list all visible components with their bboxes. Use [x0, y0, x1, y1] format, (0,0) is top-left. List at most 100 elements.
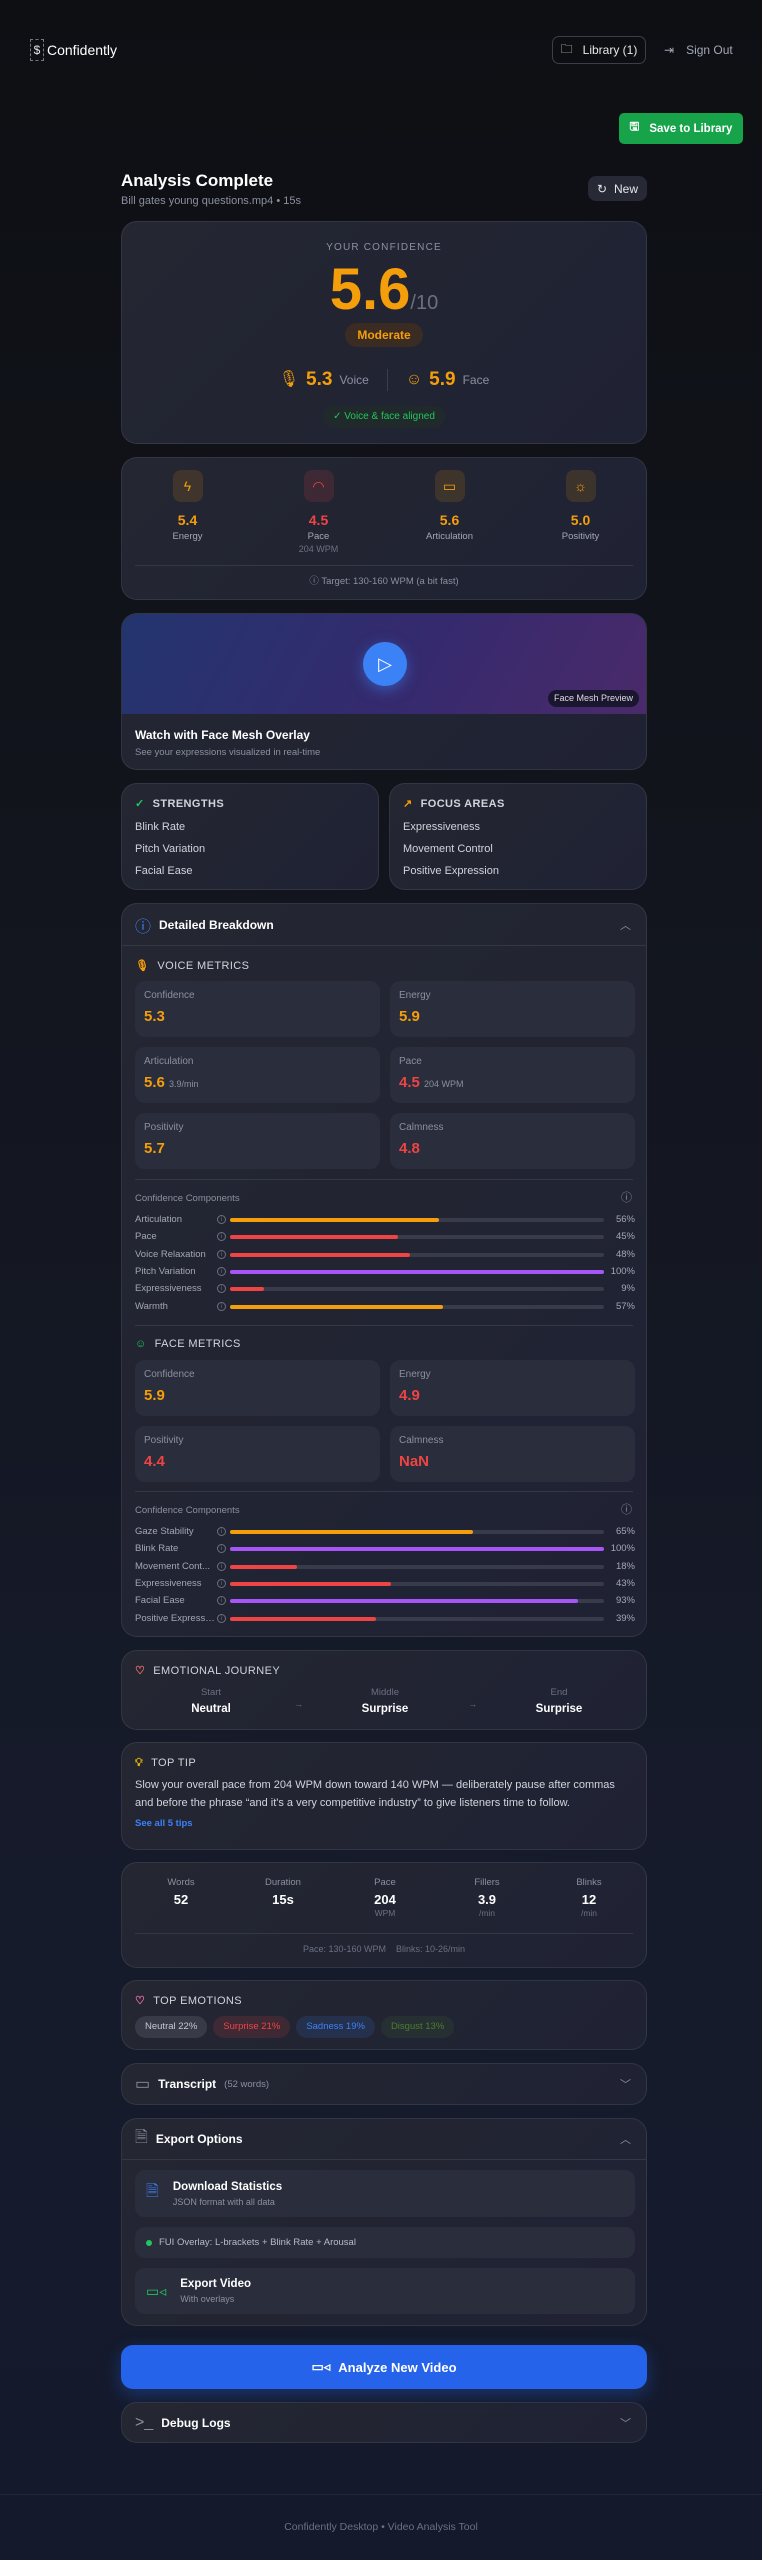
info-icon[interactable]: i — [217, 1561, 226, 1571]
face-metric-tile: Confidence 5.9 — [135, 1360, 380, 1416]
progress-fill — [230, 1616, 376, 1621]
component-bar-row: Gaze Stability i 65% — [135, 1526, 635, 1537]
strengths-card: ✓ STRENGTHS Blink Rate Pitch Variation Faci… — [121, 783, 379, 890]
library-button[interactable]: 🗀 Library (1) — [552, 36, 646, 64]
voice-metric-tile: Energy 5.9 — [390, 981, 635, 1037]
aligned-badge: ✓ Voice & face aligned — [323, 406, 445, 428]
component-bar-row: Expressiveness i 9% — [135, 1283, 635, 1295]
message-icon: ▭ — [135, 2076, 151, 2093]
video-title: Watch with Face Mesh Overlay — [135, 728, 310, 742]
component-bar-row: Articulation i 56% — [135, 1214, 635, 1225]
sun-icon: ☼ — [565, 470, 596, 502]
terminal-icon: >_ — [135, 2413, 154, 2431]
export-toggle[interactable]: 🗎 Export Options ︿ — [122, 2119, 646, 2160]
progress-fill — [230, 1252, 410, 1257]
progress-fill — [230, 1304, 444, 1309]
progress-fill — [230, 1235, 399, 1240]
info-icon[interactable]: i — [217, 1215, 226, 1224]
video-preview[interactable]: ▷ Face Mesh Preview — [122, 614, 646, 714]
component-bar-row: Movement Cont... i 18% — [135, 1560, 635, 1572]
emotion-pill: Surprise 21% — [213, 2016, 291, 2038]
breakdown-toggle[interactable]: ⓘ Detailed Breakdown ︿ — [122, 904, 646, 946]
export-video-button[interactable]: ▭◃ Export Video With overlays — [135, 2268, 635, 2314]
list-item: Positive Expression — [403, 865, 499, 877]
info-icon[interactable]: i — [217, 1232, 226, 1242]
info-icon[interactable]: i — [217, 1613, 226, 1623]
sign-out-button[interactable]: ⇥ Sign Out — [664, 43, 733, 57]
metric-pace: ◠ 4.5 Pace 204 WPM — [253, 470, 384, 555]
chevron-up-icon: ︿ — [620, 2134, 631, 2146]
info-icon[interactable]: i — [217, 1527, 226, 1536]
smile-icon: ☺ — [135, 1338, 147, 1350]
file-json-icon: 🗎 — [146, 2183, 159, 2200]
progress-fill — [230, 1581, 391, 1586]
info-icon[interactable]: i — [217, 1266, 226, 1276]
info-icon[interactable]: i — [217, 1249, 226, 1259]
heart-icon: ♡ — [135, 1665, 146, 1677]
info-icon[interactable]: i — [217, 1301, 226, 1311]
arrow-icon: → — [294, 1699, 303, 1709]
progress-fill — [230, 1564, 298, 1569]
progress-fill — [230, 1547, 604, 1552]
save-icon: 🖫 — [629, 121, 640, 133]
video-subtitle: See your expressions visualized in real-… — [135, 747, 321, 758]
save-to-library-button[interactable]: 🖫 Save to Library — [619, 113, 743, 144]
brand-logo[interactable]: $ Confidently — [30, 39, 117, 61]
download-statistics-button[interactable]: 🗎 Download Statistics JSON format with al… — [135, 2170, 635, 2217]
info-icon[interactable]: i — [217, 1284, 226, 1294]
transcript-toggle[interactable]: ▭ Transcript (52 words) ﹀ — [121, 2063, 647, 2105]
overlay-status: FUI Overlay: L-brackets + Blink Rate + A… — [135, 2227, 635, 2258]
analyze-new-video-button[interactable]: ▭◃ Analyze New Video — [121, 2345, 647, 2389]
list-item: Facial Ease — [135, 865, 193, 877]
debug-logs-toggle[interactable]: >_ Debug Logs ﹀ — [121, 2402, 647, 2443]
detailed-breakdown-card: ⓘ Detailed Breakdown ︿ 🎙 VOICE METRICS Con… — [121, 903, 647, 1637]
journey-step-end: End Surprise — [535, 1687, 583, 1715]
stat-blinks: Blinks 12/min — [576, 1877, 602, 1918]
lightbulb-icon: 💡︎ — [135, 1757, 144, 1769]
progress-track — [230, 1564, 604, 1569]
top-emotions-card: ♡ TOP EMOTIONS Neutral 22% Surprise 21% Sad… — [121, 1980, 647, 2050]
export-options-card: 🗎 Export Options ︿ 🗎 Download Statistics J… — [121, 2118, 647, 2326]
component-bar-row: Positive Expressi... i 39% — [135, 1612, 635, 1624]
logout-icon: ⇥ — [664, 43, 675, 57]
info-icon[interactable]: i — [217, 1544, 226, 1554]
emotion-pill: Sadness 19% — [296, 2016, 375, 2038]
microphone-icon: 🎙 — [135, 960, 150, 972]
info-icon[interactable]: ⓘ — [621, 1192, 632, 1204]
info-icon[interactable]: i — [217, 1578, 226, 1588]
info-icon[interactable]: i — [217, 1596, 226, 1606]
level-badge: Moderate — [345, 323, 423, 347]
see-all-tips-link[interactable]: See all 5 tips — [135, 1818, 193, 1829]
logo-icon: $ — [30, 39, 44, 61]
list-item: Expressiveness — [403, 821, 481, 833]
progress-track — [230, 1218, 604, 1222]
footer-text: Confidently Desktop • Video Analysis Too… — [284, 2521, 478, 2533]
progress-fill — [230, 1287, 264, 1292]
face-mesh-video-card[interactable]: ▷ Face Mesh Preview Watch with Face Mesh… — [121, 613, 647, 770]
emotional-journey-card: ♡ EMOTIONAL JOURNEY Start Neutral → Middle Su… — [121, 1650, 647, 1730]
progress-fill — [230, 1218, 440, 1222]
stat-duration: Duration 15s — [265, 1877, 301, 1907]
new-button[interactable]: ↻ New — [588, 176, 647, 201]
component-bar-row: Expressiveness i 43% — [135, 1577, 635, 1589]
stat-fillers: Fillers 3.9/min — [474, 1877, 500, 1918]
voice-metric-tile: Confidence 5.3 — [135, 981, 380, 1037]
list-item: Movement Control — [403, 843, 493, 855]
play-button[interactable]: ▷ — [363, 642, 407, 686]
face-score: ☺ 5.9 Face — [405, 369, 490, 390]
component-bar-row: Warmth i 57% — [135, 1300, 635, 1312]
target-note: ⓘ Target: 130-160 WPM (a bit fast) — [309, 576, 459, 587]
chevron-down-icon: ﹀ — [620, 2417, 631, 2430]
progress-fill — [230, 1530, 474, 1534]
message-icon: ▭ — [434, 470, 465, 502]
info-icon[interactable]: ⓘ — [621, 1504, 632, 1516]
journey-step-middle: Middle Surprise — [361, 1687, 409, 1715]
progress-fill — [230, 1599, 578, 1604]
confidence-score: 5.6 — [329, 257, 411, 322]
focus-areas-card: ↗ FOCUS AREAS Expressiveness Movement Cont… — [389, 783, 647, 890]
folder-icon: 🗀 — [560, 41, 573, 56]
list-item: Pitch Variation — [135, 843, 206, 855]
chevron-up-icon: ︿ — [620, 919, 631, 932]
arrow-icon: → — [468, 1699, 477, 1709]
stat-words: Words 52 — [167, 1877, 195, 1907]
